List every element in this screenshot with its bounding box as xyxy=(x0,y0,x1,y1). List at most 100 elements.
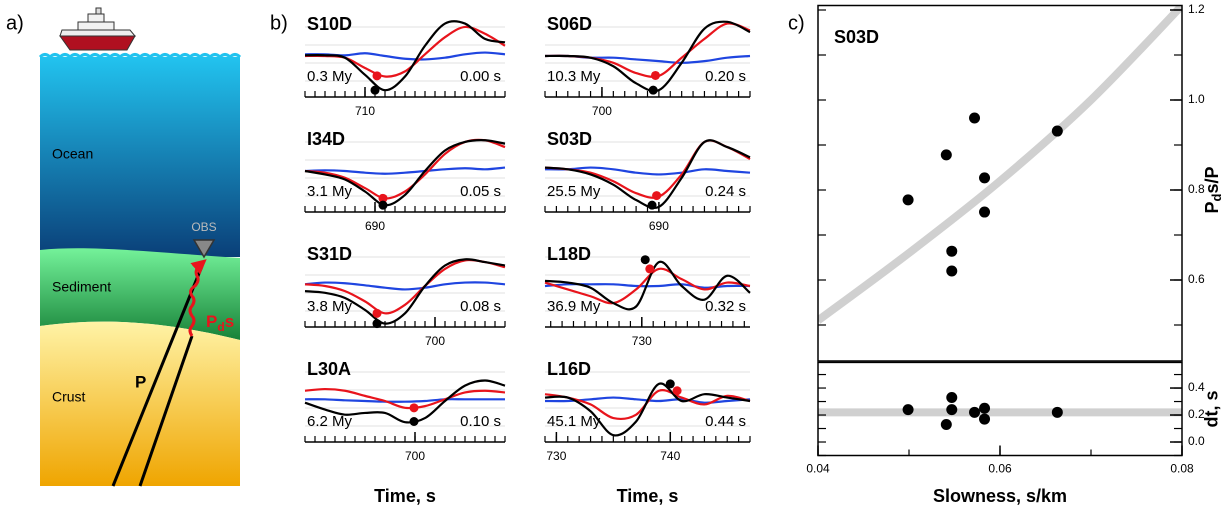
x-tick-label: 690 xyxy=(365,219,385,233)
converted-ray xyxy=(188,259,207,337)
fit-group xyxy=(818,5,1182,324)
waveform-panel: L30A 6.2 My 0.10 s 700 Time, s xyxy=(304,359,506,506)
obs-symbol xyxy=(192,239,216,259)
point xyxy=(940,418,952,430)
age-label: 10.3 My xyxy=(547,68,601,85)
x-tick-label: 730 xyxy=(632,334,652,348)
x-tick-label: 700 xyxy=(405,449,425,463)
y-axis-label: Pds/P xyxy=(1202,167,1225,214)
x-axis-label: Slowness, s/km xyxy=(933,486,1067,506)
peak-dot xyxy=(640,255,650,265)
trace xyxy=(304,139,506,207)
trace xyxy=(304,281,506,291)
ocean-layer xyxy=(40,57,240,257)
delay-label: 0.05 s xyxy=(460,183,501,200)
p-ray xyxy=(111,265,204,487)
y-tick-label: 1.0 xyxy=(1188,92,1205,106)
trace xyxy=(304,379,506,424)
sea-surface xyxy=(38,53,242,60)
station-title: S06D xyxy=(547,14,592,34)
p-ray xyxy=(138,335,194,487)
delay-label: 0.32 s xyxy=(705,298,746,315)
plot-frame xyxy=(817,4,1183,362)
trace xyxy=(304,258,506,325)
point xyxy=(1051,125,1063,137)
x-tick-label: 0.08 xyxy=(1170,462,1194,476)
delay-label: 0.20 s xyxy=(705,68,746,85)
point xyxy=(946,265,958,277)
point xyxy=(946,391,958,403)
diagram: Ocean Sediment Crust OBS P Pds xyxy=(38,7,242,487)
age-label: 0.3 My xyxy=(307,68,353,85)
station-label: OBS xyxy=(191,220,216,234)
trace xyxy=(304,398,505,403)
station-title: S03D xyxy=(547,129,592,149)
peak-dot xyxy=(647,200,657,210)
point xyxy=(979,413,991,425)
trace xyxy=(544,260,751,311)
peak-dot xyxy=(372,71,382,81)
phase-part: d xyxy=(217,320,224,334)
peak-dot xyxy=(672,386,682,396)
x-tick-label: 700 xyxy=(425,334,445,348)
x-axis-label: Time, s xyxy=(617,486,679,506)
layer-label: Sediment xyxy=(52,279,111,295)
station-title: I34D xyxy=(307,129,345,149)
peak-dot xyxy=(409,417,419,426)
layer-label: Ocean xyxy=(52,146,93,162)
trace xyxy=(544,166,751,176)
point xyxy=(940,149,952,161)
point xyxy=(946,404,958,416)
peak-dot xyxy=(378,193,388,203)
phase-part: s xyxy=(225,312,234,331)
station-title: L18D xyxy=(547,244,591,264)
station-title: S10D xyxy=(307,14,352,34)
trace xyxy=(304,20,506,92)
delay-label: 0.24 s xyxy=(705,183,746,200)
point xyxy=(902,194,914,206)
phase-label: Pds xyxy=(206,312,234,334)
y-tick-label: 0.0 xyxy=(1188,434,1205,448)
x-tick-label: 0.06 xyxy=(988,462,1012,476)
y-tick-label: 0.4 xyxy=(1188,380,1205,394)
layer-label: Crust xyxy=(52,389,86,405)
x-tick-label: 690 xyxy=(649,219,669,233)
waveform-panel: S06D 10.3 My 0.20 s 700 xyxy=(544,14,751,118)
station-title: S31D xyxy=(307,244,352,264)
peak-dot xyxy=(645,264,655,274)
station-title: L30A xyxy=(307,359,351,379)
peak-dot xyxy=(650,70,660,80)
peak-dot xyxy=(372,308,382,318)
point xyxy=(969,406,981,418)
peak-dot xyxy=(370,85,380,95)
panel-label: b) xyxy=(270,12,288,34)
point xyxy=(902,404,914,416)
waveform-panel: L16D 45.1 My 0.44 s 730 740 Time, s xyxy=(544,359,751,506)
point xyxy=(946,245,958,257)
phase-label: P xyxy=(135,372,146,391)
x-axis-label: Time, s xyxy=(374,486,436,506)
waveform-panel: S10D 0.3 My 0.00 s 710 xyxy=(304,14,506,118)
sediment-layer xyxy=(40,248,240,340)
peak-dot xyxy=(648,85,658,95)
phase-part: P xyxy=(206,312,217,331)
x-tick-label: 730 xyxy=(546,449,566,463)
point xyxy=(979,206,991,218)
label-part: P xyxy=(1202,201,1222,213)
station-title: L16D xyxy=(547,359,591,379)
y-tick-label: 0.6 xyxy=(1188,272,1205,286)
delay-label: 0.08 s xyxy=(460,298,501,315)
y-tick-label: 0.8 xyxy=(1188,182,1205,196)
point xyxy=(979,402,991,414)
delay-label: 0.44 s xyxy=(705,413,746,430)
panel-label: c) xyxy=(788,12,805,34)
waveform-panel: L18D 36.9 My 0.32 s 730 xyxy=(544,244,751,348)
point xyxy=(1051,406,1063,418)
age-label: 25.5 My xyxy=(547,183,601,200)
x-tick-label: 700 xyxy=(592,104,612,118)
y-tick-label: 1.2 xyxy=(1188,2,1205,16)
peak-dot xyxy=(378,200,388,210)
chart-title: S03D xyxy=(834,27,879,47)
label-part: d xyxy=(1209,193,1224,201)
